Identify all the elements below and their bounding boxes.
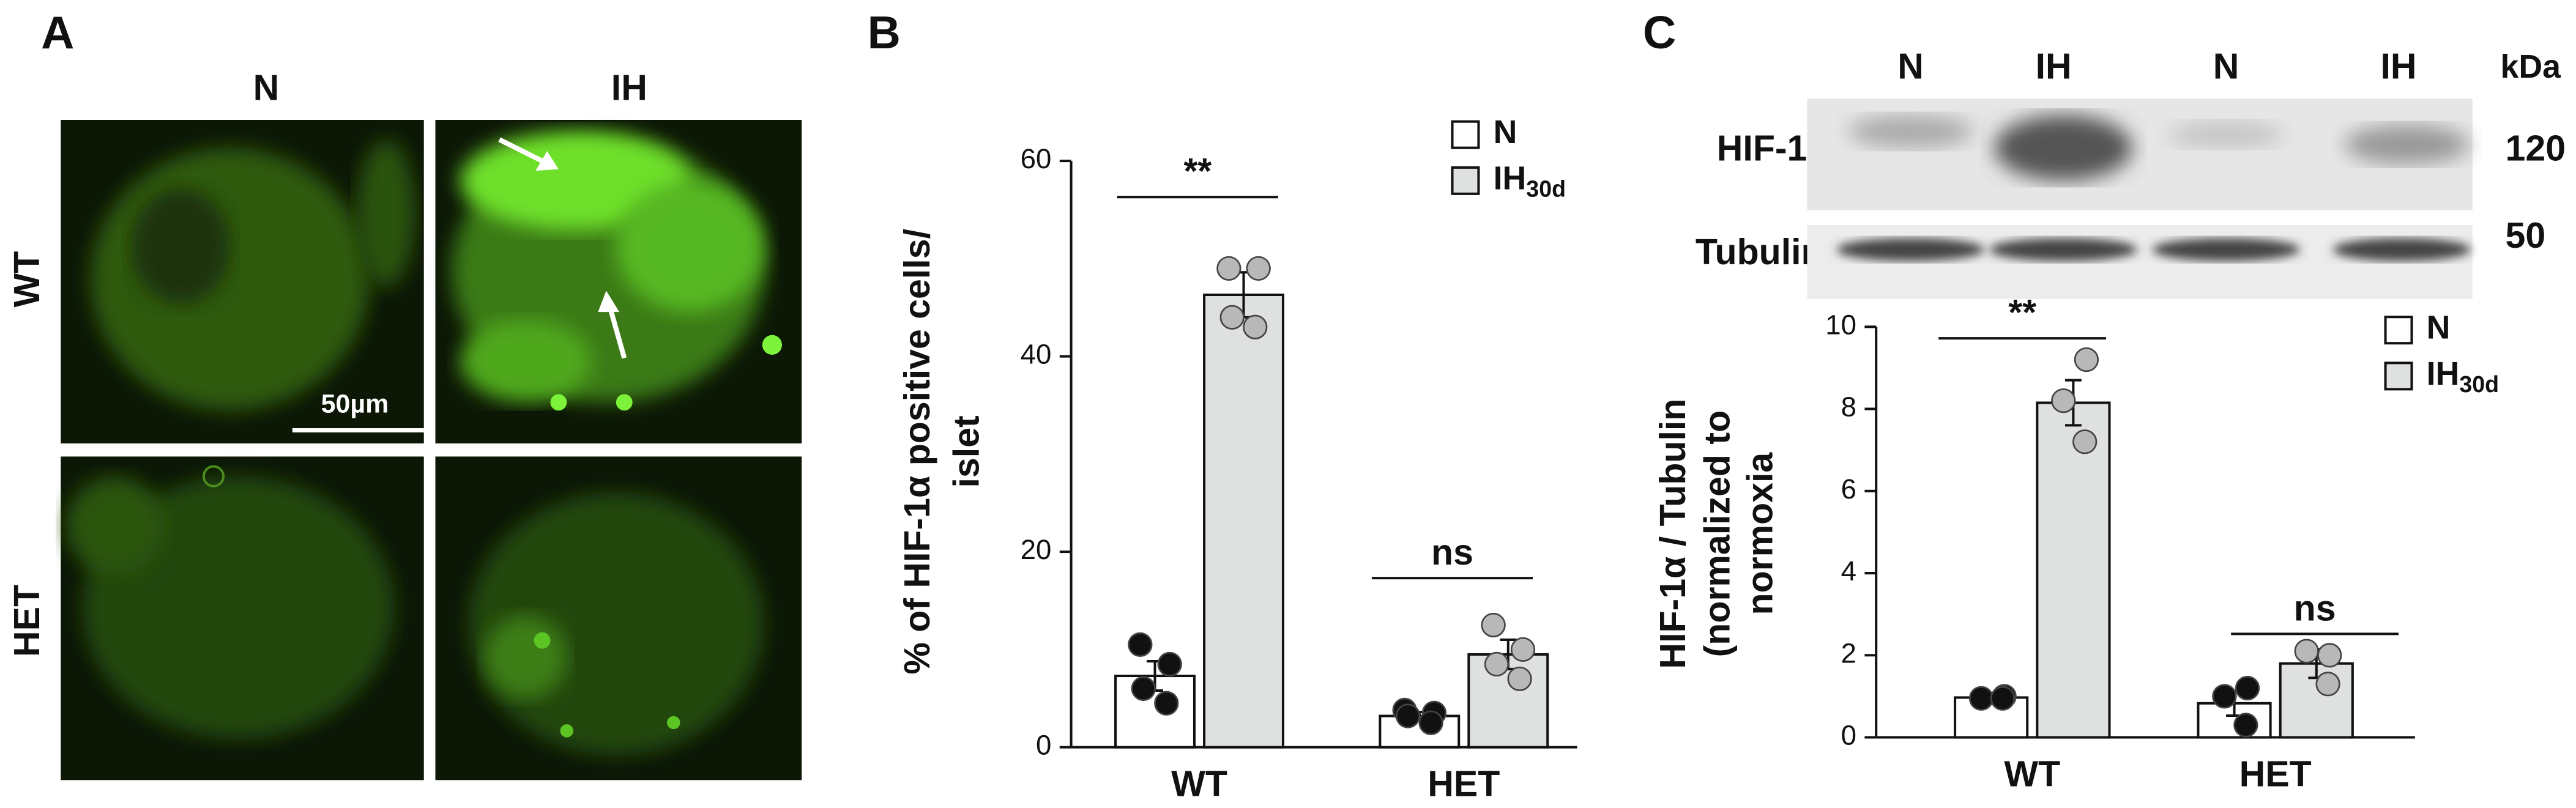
scale-bar-label: 50µm [321, 390, 389, 419]
panel-label: A [41, 7, 74, 58]
micrograph [292, 120, 802, 443]
data-point [2072, 429, 2098, 454]
y-tick-label: 40 [1021, 339, 1052, 370]
lane-label: IH [2380, 46, 2416, 86]
data-point [1243, 314, 1268, 339]
bar [2036, 401, 2111, 739]
data-point [1968, 686, 1994, 711]
data-point [2294, 639, 2319, 664]
legend-swatch [1451, 120, 1480, 149]
x-tick-label: WT [2004, 754, 2060, 795]
legend-name: IH [2427, 355, 2460, 392]
panel-label: B [868, 7, 901, 58]
legend-name: IH [1494, 160, 1527, 197]
data-point [1418, 710, 1443, 735]
data-point [1481, 612, 1506, 638]
legend-label: IH30d [1494, 160, 1566, 202]
x-tick-label: HET [1428, 764, 1500, 804]
data-point [1246, 256, 1271, 281]
data-point [1484, 651, 1509, 677]
data-point [1154, 691, 1179, 716]
legend-name: N [1494, 114, 1517, 150]
lane-label: N [2213, 46, 2239, 86]
significance-label: ** [1183, 151, 1212, 191]
data-point [2315, 672, 2340, 697]
x-tick-label: WT [1171, 764, 1227, 804]
legend-name: N [2427, 309, 2451, 346]
row-label: WT [7, 251, 47, 308]
data-point [1219, 305, 1245, 330]
legend-swatch [1451, 166, 1480, 195]
data-point [1507, 666, 1532, 691]
column-label: IH [611, 67, 647, 108]
data-point [2317, 643, 2342, 668]
y-axis-label: (normalized to [1697, 410, 1738, 658]
micrograph [61, 120, 424, 443]
significance-label: ns [2294, 588, 2336, 628]
data-point [2233, 713, 2258, 738]
y-axis-label: % of HIF-1α positive cells/ [897, 229, 937, 675]
significance-label: ** [2008, 292, 2036, 333]
blot-image [1807, 98, 2473, 299]
y-tick-label: 6 [1841, 473, 1856, 505]
data-point [1157, 651, 1182, 677]
band-label: Tubulin [1696, 232, 1823, 272]
y-tick-label: 2 [1841, 637, 1856, 669]
band-size: 120 [2506, 128, 2566, 169]
legend-label: N [1494, 114, 1517, 150]
y-tick-label: 0 [1036, 730, 1051, 761]
bar [1203, 293, 1284, 749]
y-axis-label: islet [947, 415, 987, 487]
panel-label: C [1643, 7, 1676, 58]
y-tick-label: 0 [1841, 720, 1856, 751]
lane-label: IH [2036, 46, 2072, 86]
legend-subscript: 30d [2459, 371, 2499, 397]
y-tick-label: 10 [1825, 309, 1856, 340]
data-point [1395, 703, 1421, 728]
y-axis-label: HIF-1α / Tubulin [1653, 399, 1693, 669]
band-size: 50 [2506, 215, 2546, 256]
legend-subscript: 30d [1526, 176, 1566, 201]
lane-label: N [1897, 46, 1924, 86]
data-point [2235, 675, 2260, 701]
legend-swatch [2384, 316, 2413, 345]
y-tick-label: 8 [1841, 391, 1856, 423]
data-point [2212, 684, 2237, 709]
legend-label: N [2427, 309, 2451, 346]
row-label: HET [7, 585, 47, 657]
x-tick-label: HET [2239, 754, 2312, 795]
legend-label: IH30d [2427, 355, 2499, 397]
data-point [2051, 388, 2076, 413]
data-point [1128, 632, 1153, 658]
unit-label: kDa [2500, 48, 2561, 85]
column-label: N [253, 67, 280, 108]
y-tick-label: 20 [1021, 534, 1052, 565]
data-point [2074, 347, 2099, 372]
legend-swatch [2384, 361, 2413, 391]
micrograph [435, 456, 802, 780]
y-tick-label: 60 [1021, 143, 1052, 174]
data-point [1131, 676, 1156, 701]
y-axis-label: normoxia [1740, 452, 1781, 615]
data-point [1990, 686, 2016, 711]
micrograph [61, 456, 424, 780]
significance-label: ns [1431, 532, 1473, 573]
y-tick-label: 4 [1841, 555, 1856, 587]
data-point [1510, 637, 1536, 662]
data-point [1216, 256, 1241, 281]
